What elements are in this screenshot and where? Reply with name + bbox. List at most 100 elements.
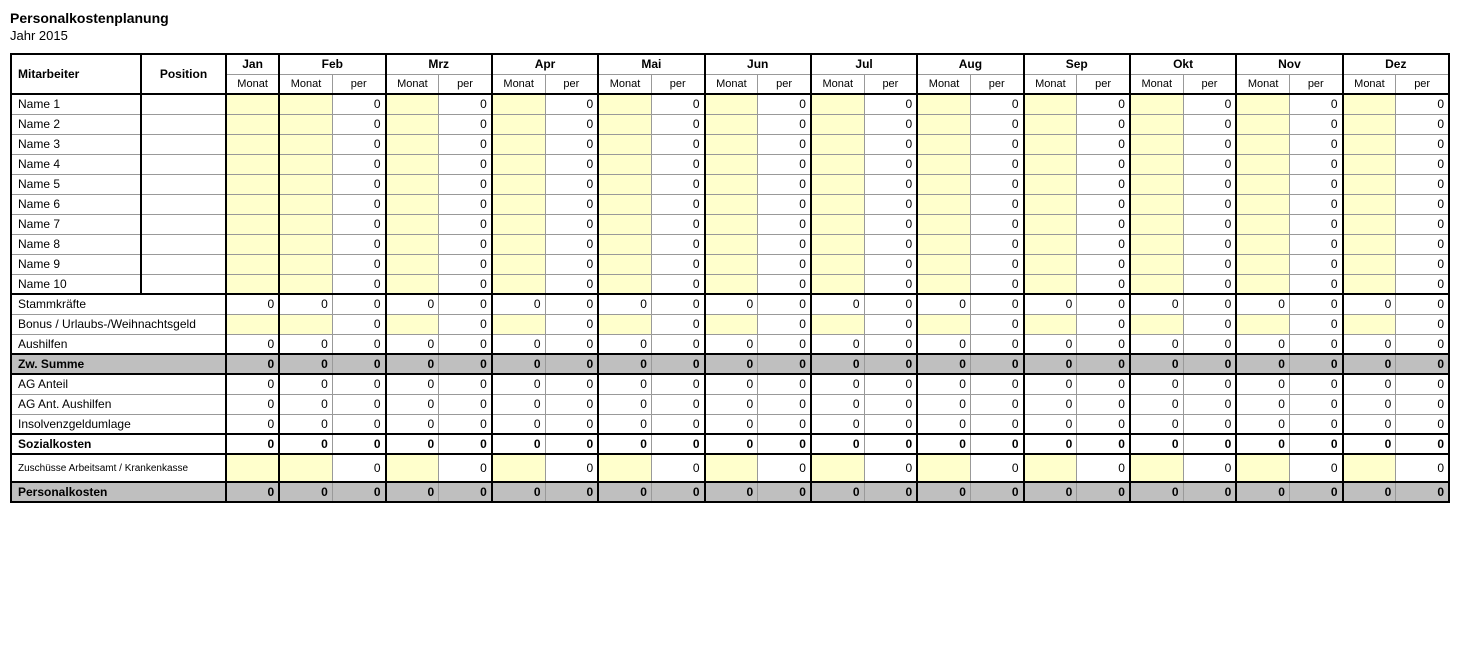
- input-monat[interactable]: [492, 314, 545, 334]
- input-monat[interactable]: [279, 154, 332, 174]
- input-monat[interactable]: [386, 454, 439, 482]
- input-monat[interactable]: [1343, 254, 1396, 274]
- input-monat[interactable]: [492, 114, 545, 134]
- employee-position[interactable]: [141, 234, 226, 254]
- input-monat[interactable]: [226, 234, 279, 254]
- input-monat[interactable]: [1343, 234, 1396, 254]
- input-monat[interactable]: [1236, 94, 1289, 114]
- input-monat[interactable]: [705, 94, 758, 114]
- input-monat[interactable]: [226, 194, 279, 214]
- input-monat[interactable]: [1130, 314, 1183, 334]
- input-monat[interactable]: [1024, 454, 1077, 482]
- input-monat[interactable]: [705, 234, 758, 254]
- input-monat[interactable]: [705, 174, 758, 194]
- input-monat[interactable]: [492, 154, 545, 174]
- input-monat[interactable]: [811, 274, 864, 294]
- input-monat[interactable]: [492, 214, 545, 234]
- input-monat[interactable]: [598, 194, 651, 214]
- input-monat[interactable]: [1130, 134, 1183, 154]
- input-monat[interactable]: [1236, 234, 1289, 254]
- input-monat[interactable]: [1024, 174, 1077, 194]
- input-monat[interactable]: [1024, 274, 1077, 294]
- input-monat[interactable]: [1236, 174, 1289, 194]
- input-monat[interactable]: [1236, 274, 1289, 294]
- input-monat[interactable]: [598, 254, 651, 274]
- input-monat[interactable]: [492, 94, 545, 114]
- input-monat[interactable]: [279, 134, 332, 154]
- input-monat[interactable]: [917, 94, 970, 114]
- input-monat[interactable]: [279, 254, 332, 274]
- input-monat[interactable]: [1236, 154, 1289, 174]
- employee-position[interactable]: [141, 194, 226, 214]
- input-monat[interactable]: [811, 154, 864, 174]
- input-monat[interactable]: [386, 114, 439, 134]
- input-monat[interactable]: [386, 214, 439, 234]
- input-monat[interactable]: [598, 154, 651, 174]
- input-monat[interactable]: [917, 114, 970, 134]
- input-monat[interactable]: [598, 94, 651, 114]
- input-monat[interactable]: [1343, 314, 1396, 334]
- input-monat[interactable]: [1130, 254, 1183, 274]
- input-monat[interactable]: [917, 274, 970, 294]
- input-monat[interactable]: [1343, 274, 1396, 294]
- input-monat[interactable]: [917, 154, 970, 174]
- input-monat[interactable]: [279, 94, 332, 114]
- input-monat[interactable]: [917, 314, 970, 334]
- input-monat[interactable]: [917, 194, 970, 214]
- input-monat[interactable]: [1024, 254, 1077, 274]
- input-monat[interactable]: [386, 194, 439, 214]
- input-monat[interactable]: [1236, 134, 1289, 154]
- input-monat[interactable]: [598, 134, 651, 154]
- input-monat[interactable]: [1130, 114, 1183, 134]
- input-monat[interactable]: [705, 154, 758, 174]
- input-monat[interactable]: [226, 154, 279, 174]
- input-monat[interactable]: [811, 114, 864, 134]
- input-monat[interactable]: [226, 314, 279, 334]
- input-monat[interactable]: [705, 254, 758, 274]
- input-monat[interactable]: [598, 214, 651, 234]
- input-monat[interactable]: [1343, 194, 1396, 214]
- input-monat[interactable]: [1024, 194, 1077, 214]
- input-monat[interactable]: [705, 454, 758, 482]
- input-monat[interactable]: [917, 234, 970, 254]
- input-monat[interactable]: [1343, 114, 1396, 134]
- employee-position[interactable]: [141, 154, 226, 174]
- input-monat[interactable]: [705, 214, 758, 234]
- input-monat[interactable]: [917, 174, 970, 194]
- input-monat[interactable]: [1343, 174, 1396, 194]
- employee-position[interactable]: [141, 214, 226, 234]
- input-monat[interactable]: [1024, 314, 1077, 334]
- input-monat[interactable]: [386, 234, 439, 254]
- input-monat[interactable]: [1236, 314, 1289, 334]
- input-monat[interactable]: [598, 234, 651, 254]
- input-monat[interactable]: [226, 254, 279, 274]
- input-monat[interactable]: [811, 314, 864, 334]
- input-monat[interactable]: [1343, 214, 1396, 234]
- input-monat[interactable]: [279, 174, 332, 194]
- input-monat[interactable]: [917, 134, 970, 154]
- input-monat[interactable]: [598, 454, 651, 482]
- input-monat[interactable]: [1024, 114, 1077, 134]
- input-monat[interactable]: [705, 274, 758, 294]
- input-monat[interactable]: [1024, 154, 1077, 174]
- input-monat[interactable]: [598, 314, 651, 334]
- input-monat[interactable]: [917, 214, 970, 234]
- input-monat[interactable]: [226, 134, 279, 154]
- input-monat[interactable]: [226, 94, 279, 114]
- input-monat[interactable]: [1343, 94, 1396, 114]
- input-monat[interactable]: [1130, 154, 1183, 174]
- input-monat[interactable]: [811, 254, 864, 274]
- input-monat[interactable]: [1024, 214, 1077, 234]
- input-monat[interactable]: [226, 274, 279, 294]
- input-monat[interactable]: [279, 454, 332, 482]
- input-monat[interactable]: [279, 194, 332, 214]
- input-monat[interactable]: [492, 194, 545, 214]
- employee-position[interactable]: [141, 254, 226, 274]
- input-monat[interactable]: [1130, 454, 1183, 482]
- input-monat[interactable]: [492, 254, 545, 274]
- input-monat[interactable]: [917, 454, 970, 482]
- input-monat[interactable]: [226, 114, 279, 134]
- input-monat[interactable]: [1236, 114, 1289, 134]
- input-monat[interactable]: [1236, 214, 1289, 234]
- input-monat[interactable]: [279, 214, 332, 234]
